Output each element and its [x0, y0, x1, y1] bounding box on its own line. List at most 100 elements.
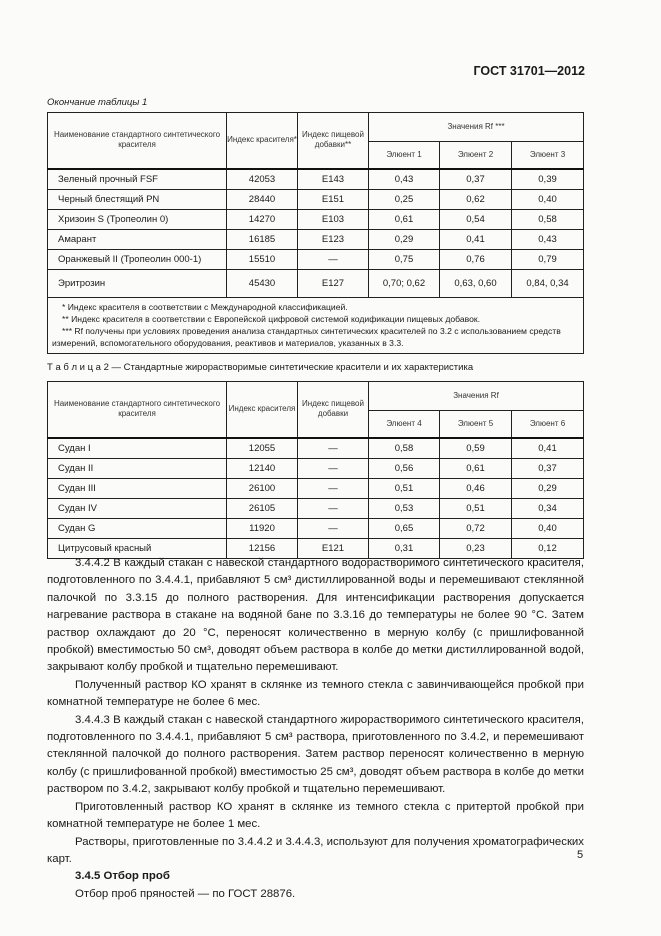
- table-cell: 26105: [226, 497, 298, 519]
- table-cell: E121: [297, 537, 369, 559]
- table-cell: E151: [297, 188, 369, 210]
- table-cell: 0,31: [368, 537, 440, 559]
- table-row: Судан IV 26105—0,53 0,51 0,34: [47, 497, 584, 519]
- header-rf: Значения Rf: [368, 381, 584, 411]
- table-row: Судан II 12140—0,56 0,61 0,37: [47, 457, 584, 479]
- header-eluent: Элюент 6: [511, 410, 584, 439]
- table-1: Наименование стандартного синтетического…: [46, 112, 585, 354]
- paragraph: Приготовленный раствор КО хранят в склян…: [47, 800, 584, 831]
- table-cell: 0,39: [510, 168, 585, 190]
- table2-caption: Т а б л и ц а 2 — Стандартные жирораство…: [47, 362, 474, 373]
- table-cell: 0,43: [510, 228, 585, 250]
- table-2: Наименование стандартного синтетического…: [47, 381, 584, 559]
- table-cell: 0,61: [439, 457, 512, 479]
- table-cell: 0,46: [439, 477, 512, 499]
- paragraph: 3.4.4.2 В каждый стакан с навеской станд…: [47, 557, 584, 674]
- table-cell: 0,58: [510, 208, 585, 230]
- table-cell: 0,56: [368, 457, 440, 479]
- footnote: ** Индекс красителя в соответствии с Евр…: [62, 313, 481, 324]
- header-eluent: Элюент 5: [439, 410, 512, 439]
- table-cell: 12140: [226, 457, 298, 479]
- table-cell: 42053: [226, 168, 298, 190]
- table-cell: —: [297, 517, 369, 539]
- table-cell: 0,65: [368, 517, 440, 539]
- table-cell: —: [297, 437, 369, 459]
- table-cell: 0,29: [368, 228, 440, 250]
- table-cell: 12156: [226, 537, 298, 559]
- table-cell: E143: [297, 168, 369, 190]
- table-cell: 0,41: [439, 228, 512, 250]
- paragraph: Полученный раствор КО хранят в склянке и…: [47, 678, 584, 709]
- table-cell: Оранжевый II (Тропеолин 000-1): [47, 248, 227, 270]
- paragraph: Растворы, приготовленные по 3.4.4.2 и 3.…: [47, 835, 584, 865]
- table-row: Судан III 26100—0,51 0,46 0,29: [47, 477, 584, 499]
- table-cell: 0,51: [368, 477, 440, 499]
- header-index: Индекс красителя: [226, 381, 298, 439]
- table-row: Оранжевый II (Тропеолин 000-1) 15510—0,75…: [47, 248, 585, 270]
- paragraph: 3.4.4.3 В каждый стакан с навеской станд…: [47, 713, 584, 796]
- table-cell: 12055: [226, 437, 298, 459]
- header-eluent: Элюент 3: [510, 141, 585, 170]
- document-header: ГОСТ 31701—2012: [473, 64, 585, 78]
- header-eluent: Элюент 1: [368, 141, 440, 170]
- table-row: Хризоин S (Тропеолин 0) 14270 E103 0,61 0,54…: [47, 208, 585, 230]
- table-footnotes: * Индекс красителя в соответствии с Межд…: [46, 296, 585, 354]
- table-cell: 0,37: [511, 457, 584, 479]
- header-index: Индекс красителя*: [226, 112, 298, 170]
- table-cell: 45430: [226, 268, 298, 298]
- table-row: Амарант 16185 E123 0,29 0,41 0,43: [47, 228, 585, 250]
- header-name: Наименование стандартного синтетического…: [47, 112, 227, 170]
- table-cell: 0,29: [511, 477, 584, 499]
- table-cell: Хризоин S (Тропеолин 0): [47, 208, 227, 230]
- table-cell: 0,62: [439, 188, 512, 210]
- table-cell: 0,76: [439, 248, 512, 270]
- footnote: * Индекс красителя в соответствии с Межд…: [62, 301, 348, 312]
- table-cell: 0,40: [510, 188, 585, 210]
- section-heading: 3.4.5 Отбор проб: [75, 870, 170, 883]
- table-cell: 0,79: [510, 248, 585, 270]
- header-eluent: Элюент 4: [368, 410, 440, 439]
- table-cell: 0,51: [439, 497, 512, 519]
- table-cell: —: [297, 248, 369, 270]
- table-cell: 0,72: [439, 517, 512, 539]
- table-cell: 0,25: [368, 188, 440, 210]
- header-food-index: Индекс пищевой добавки**: [297, 112, 369, 170]
- table-cell: Судан G: [47, 517, 227, 539]
- table-cell: Амарант: [47, 228, 227, 250]
- table-cell: E103: [297, 208, 369, 230]
- table-cell: —: [297, 477, 369, 499]
- table-cell: Цитрусовый красный: [47, 537, 227, 559]
- table-cell: 0,61: [368, 208, 440, 230]
- table-cell: Зеленый прочный FSF: [47, 168, 227, 190]
- table-cell: Судан I: [47, 437, 227, 459]
- table-cell: —: [297, 457, 369, 479]
- table-cell: Черный блестящий PN: [47, 188, 227, 210]
- table-cell: 0,84, 0,34: [510, 268, 585, 298]
- table-cell: 0,63, 0,60: [439, 268, 512, 298]
- header-food-index: Индекс пищевой добавки: [297, 381, 369, 439]
- table-cell: Эритрозин: [47, 268, 227, 298]
- table-cell: Судан II: [47, 457, 227, 479]
- table-cell: 0,54: [439, 208, 512, 230]
- table-cell: 26100: [226, 477, 298, 499]
- table-cell: 0,53: [368, 497, 440, 519]
- table-cell: 0,37: [439, 168, 512, 190]
- footnote: *** Rf получены при условиях проведения …: [52, 325, 561, 348]
- table1-caption: Окончание таблицы 1: [47, 97, 148, 108]
- table-cell: 15510: [226, 248, 298, 270]
- table-cell: 16185: [226, 228, 298, 250]
- body-text: 3.4.4.2 В каждый стакан с навеской станд…: [47, 555, 584, 903]
- table-cell: 0,75: [368, 248, 440, 270]
- table-row: Эритрозин 45430 E127 0,70; 0,62 0,63, 0,60 0,…: [47, 268, 585, 298]
- table-cell: 0,12: [511, 537, 584, 559]
- table-cell: 14270: [226, 208, 298, 230]
- table-row: Судан G 11920—0,65 0,72 0,40: [47, 517, 584, 539]
- table-cell: 0,59: [439, 437, 512, 459]
- page-number: 5: [577, 849, 584, 861]
- table-cell: 0,70; 0,62: [368, 268, 440, 298]
- table-cell: Судан III: [47, 477, 227, 499]
- table-cell: 0,58: [368, 437, 440, 459]
- table-cell: 0,40: [511, 517, 584, 539]
- table-cell: 0,43: [368, 168, 440, 190]
